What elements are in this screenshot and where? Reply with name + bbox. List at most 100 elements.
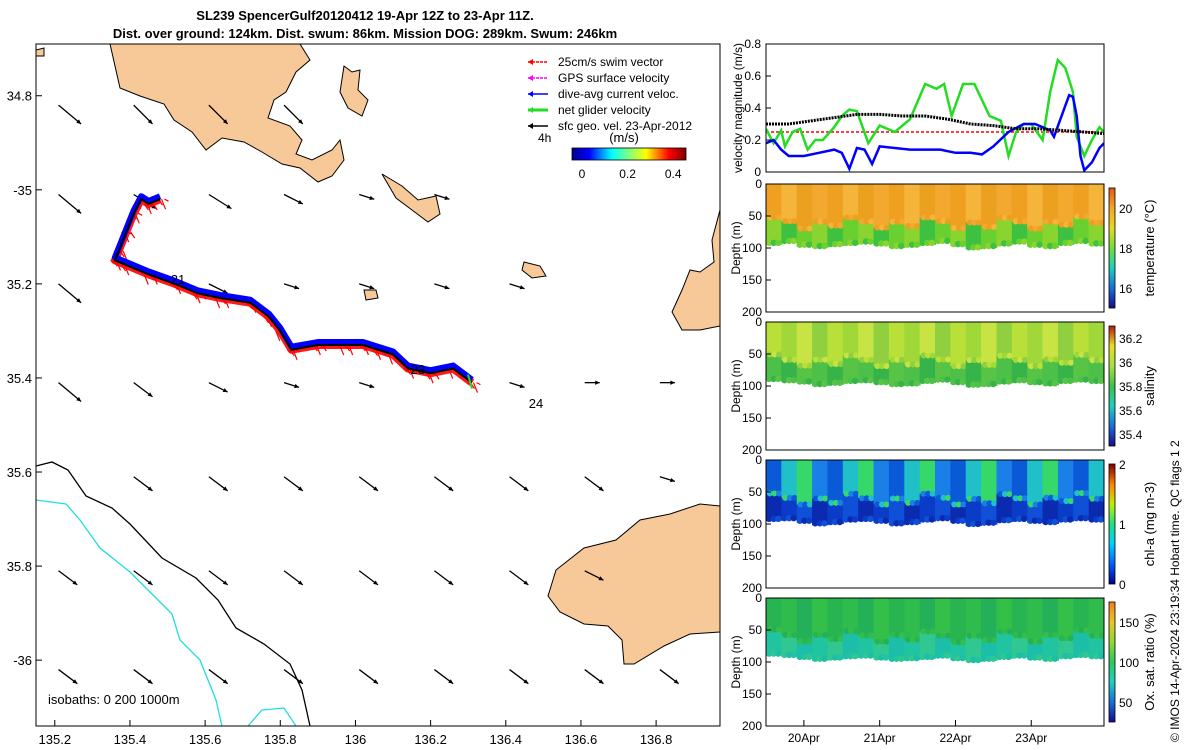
salinity-cell-edge (1047, 380, 1054, 387)
temperature-cell-edge (837, 222, 844, 229)
oxygen-cell-edge (920, 628, 927, 635)
salinity-cell (1042, 322, 1059, 360)
chl-cell (827, 502, 844, 524)
sfc-velocity-arrowhead (147, 392, 153, 397)
temperature-cell-edge (925, 214, 932, 221)
map-y-tick-label: 34.8 (7, 89, 32, 104)
legend-swatch-head (528, 75, 533, 81)
salinity-colorbar-tick-label: 35.4 (1119, 428, 1143, 442)
chl-cell-edge (1058, 498, 1065, 505)
day-label: 24 (529, 396, 543, 411)
oxygen-cell-edge (781, 651, 788, 659)
salinity-cell-edge (1031, 378, 1039, 386)
temperature-cell-edge (878, 224, 885, 231)
salinity-cell-edge (832, 361, 839, 368)
chl-cell (935, 460, 952, 498)
salinity-y-tick-label: 0 (755, 315, 762, 329)
salinity-cell (1073, 322, 1090, 355)
land-fragment (36, 47, 45, 57)
temperature-cell-edge (1000, 240, 1008, 247)
temperature-cell-edge (1005, 240, 1012, 247)
oxygen-cell-edge (1036, 654, 1043, 661)
salinity-cell (858, 359, 875, 383)
chl-cell-edge (889, 495, 896, 502)
legend-label: sfc geo. vel. 23-Apr-2012 (558, 119, 692, 133)
chl-cell (842, 493, 860, 522)
oxygen-cell-edge (1021, 632, 1028, 639)
sfc-velocity-arrowhead (297, 580, 303, 585)
temperature-cell-edge (975, 219, 982, 226)
temperature-cell-edge (898, 242, 905, 250)
sfc-velocity-arrowhead (226, 204, 232, 209)
chl-colorbar-tick-label: 2 (1119, 458, 1126, 472)
swim-vector (472, 382, 479, 393)
chl-cell-edge (816, 520, 823, 527)
oxygen-cell-edge (786, 632, 793, 639)
temperature-cell-edge (1027, 241, 1034, 248)
sfc-velocity-arrowhead (448, 486, 454, 491)
chl-cell-edge (1097, 516, 1104, 523)
credit-text: © IMOS 14-Apr-2024 23:19:34 Hobart time.… (1168, 440, 1182, 742)
temperature-cell-edge (1073, 237, 1080, 245)
oxygen-cell (935, 598, 952, 636)
colorbar-tick-label: 0.4 (665, 167, 682, 181)
chl-cell-edge (868, 495, 875, 502)
chl-cell-edge (770, 515, 777, 522)
temperature-cell-edge (781, 237, 788, 245)
oxygen-cell-edge (775, 650, 782, 657)
chl-cell-edge (1028, 501, 1035, 508)
sfc-velocity-arrowhead (523, 679, 529, 684)
oxygen-cell (766, 629, 783, 656)
chl-cell-edge (935, 494, 942, 501)
oxygen-cell-edge (919, 653, 926, 660)
temperature-plot-area (766, 184, 1104, 251)
temperature-cell (950, 184, 967, 229)
chl-cell-edge (766, 515, 773, 522)
chl-cell-edge (1063, 498, 1070, 505)
map-x-tick-label: 136.4 (490, 732, 523, 747)
chl-cell-edge (985, 519, 992, 526)
salinity-cell (1011, 322, 1029, 360)
oxygen-cell (812, 598, 829, 636)
temperature-cell-edge (832, 222, 839, 229)
chl-cell-edge (1042, 518, 1049, 526)
oxygen-cell-edge (980, 655, 988, 662)
temperature-cell-edge (920, 214, 927, 221)
chl-cell-edge (863, 495, 870, 502)
oxygen-cell (1042, 635, 1059, 661)
map-x-tick-label: 136.8 (640, 732, 673, 747)
oxygen-cell (858, 598, 875, 636)
temperature-cell-edge (1089, 219, 1096, 226)
temperature-cell-edge (986, 223, 993, 230)
oxygen-cell-edge (878, 638, 885, 645)
oxygen-cell-edge (805, 653, 813, 660)
oxygen-cell-edge (986, 637, 993, 644)
chl-cell-edge (821, 520, 828, 527)
chl-cell-edge (919, 516, 926, 523)
temperature-cell-edge (1098, 219, 1104, 226)
salinity-cell-edge (920, 352, 927, 359)
chl-cell-edge (1043, 494, 1050, 501)
sfc-velocity-arrowhead (373, 486, 378, 491)
chl-cell-edge (828, 499, 835, 506)
sfc-velocity-arrowhead (444, 195, 450, 200)
oxygen-cell-edge (1037, 638, 1044, 645)
time-x-tick-label: 23Apr (1015, 731, 1047, 745)
temperature-cell-edge (934, 237, 942, 245)
temperature-cell-edge (801, 241, 808, 248)
oxygen-cell-edge (914, 636, 921, 643)
sfc-velocity-arrowhead (598, 486, 604, 491)
temperature-cell (842, 217, 860, 245)
chl-cell-edge (878, 517, 885, 524)
chl-cell-edge (847, 516, 854, 523)
chl-cell (1088, 498, 1104, 522)
salinity-cell-edge (945, 356, 952, 363)
oxygen-cell-edge (1082, 651, 1089, 659)
salinity-cell (781, 322, 798, 360)
chl-cell-edge (945, 494, 952, 501)
chl-cell-edge (883, 501, 890, 508)
temperature-cell-edge (852, 214, 859, 221)
salinity-cell-edge (1001, 352, 1008, 359)
salinity-cell (781, 359, 798, 383)
